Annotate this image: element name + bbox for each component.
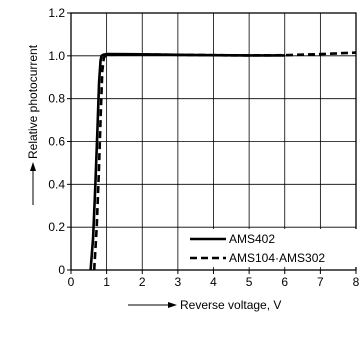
- y-tick-label: 0.8: [48, 92, 65, 106]
- y-tick-label: 1.0: [48, 49, 65, 63]
- legend: AMS402 AMS104·AMS302: [184, 229, 358, 267]
- y-tick-label: 0: [58, 263, 65, 277]
- series-layer: [89, 51, 357, 271]
- y-axis-title: Relative photocurrent: [26, 44, 40, 205]
- legend-background: [184, 229, 358, 267]
- x-tick-label: 7: [317, 275, 324, 289]
- x-axis-arrow-icon: [168, 302, 177, 308]
- y-tick-label: 0.2: [48, 220, 65, 234]
- x-tick-label: 2: [139, 275, 146, 289]
- x-tick-label: 4: [210, 275, 217, 289]
- legend-label-ams104-ams302: AMS104·AMS302: [229, 251, 325, 265]
- series-line-ams402: [89, 52, 285, 271]
- x-tick-label: 6: [281, 275, 288, 289]
- x-tick-label: 5: [246, 275, 253, 289]
- y-axis-label: Relative photocurrent: [26, 44, 40, 159]
- x-tick-label: 1: [103, 275, 110, 289]
- legend-label-ams402: AMS402: [229, 232, 275, 246]
- y-tick-label: 0.4: [48, 177, 65, 191]
- x-tick-label: 8: [353, 275, 359, 289]
- y-tick-label: 1.2: [48, 6, 65, 20]
- y-tick-label: 0.6: [48, 135, 65, 149]
- x-tick-label: 0: [68, 275, 75, 289]
- x-tick-label: 3: [175, 275, 182, 289]
- tick-layer: 0 1 2 3 4 5 6 7 8 0 0.2 0.4 0.6 0.8 1.0 1.2: [48, 6, 359, 289]
- y-axis-arrow-icon: [30, 162, 36, 171]
- x-axis-title: Reverse voltage, V: [128, 298, 281, 312]
- x-axis-label: Reverse voltage, V: [180, 298, 281, 312]
